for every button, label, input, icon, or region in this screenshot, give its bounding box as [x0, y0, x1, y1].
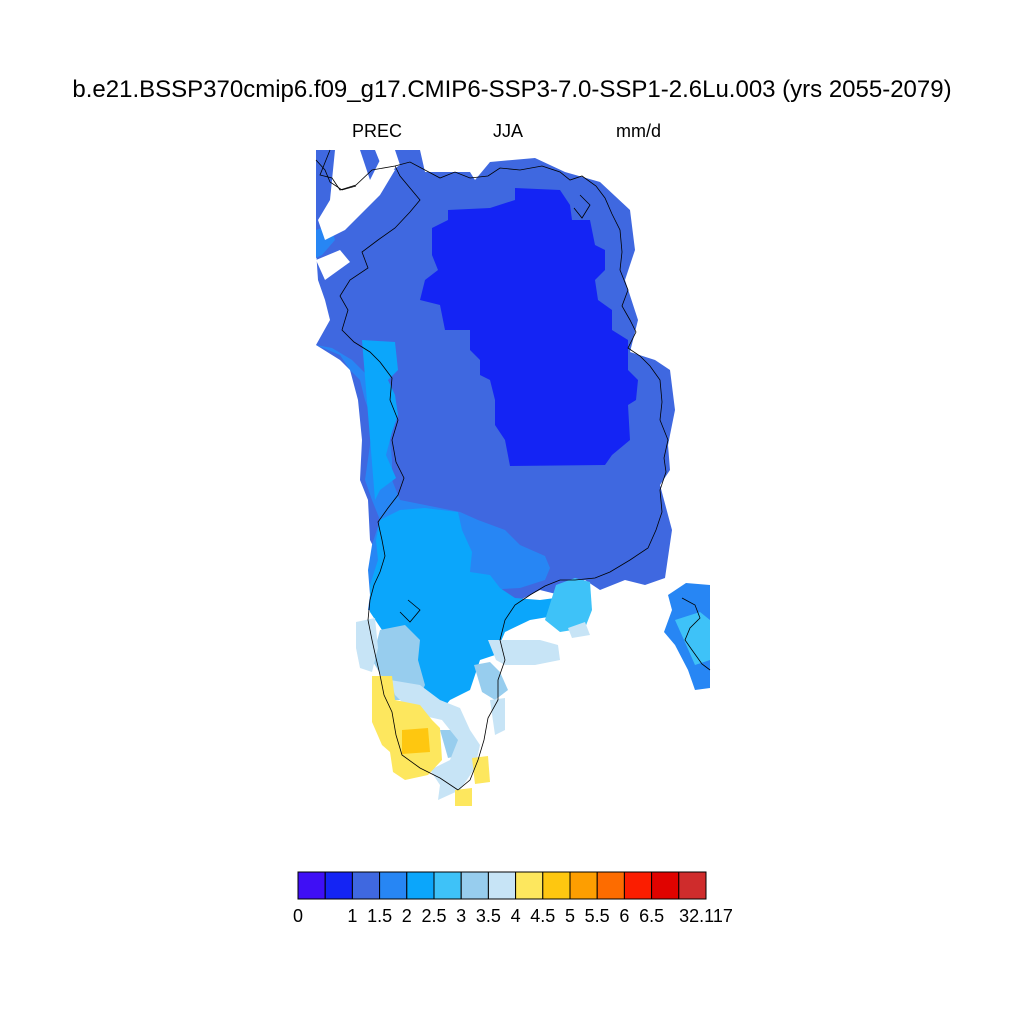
precip-region: [455, 788, 472, 806]
colorbar-tick-label: 4: [510, 906, 521, 926]
precip-field: [316, 150, 710, 806]
coastline: [315, 149, 711, 791]
precip-region: [420, 188, 638, 466]
colorbar-swatch: [460, 871, 489, 900]
colorbar-swatch: [406, 871, 435, 900]
colorbar-swatch: [651, 871, 680, 900]
precip-region: [402, 728, 430, 754]
colorbar-tick-label: 1: [347, 906, 358, 926]
colorbar-tick-label: 2.5: [421, 906, 447, 926]
precip-region: [568, 622, 590, 638]
precip-region: [545, 578, 592, 632]
colorbar-swatch: [297, 871, 326, 900]
colorbar-tick-label: 3.5: [475, 906, 501, 926]
colorbar-tick-label: 2: [401, 906, 412, 926]
colorbar-tick-label: 4.5: [530, 906, 556, 926]
precip-region: [675, 612, 710, 665]
precip-region: [488, 640, 560, 665]
colorbar-swatch: [623, 871, 653, 900]
coastline-segment: [573, 194, 591, 219]
precip-region: [372, 676, 442, 780]
precip-region: [362, 340, 398, 500]
coastline-segment: [399, 599, 421, 623]
colorbar-tick-label: 32.117: [679, 906, 733, 926]
variable-label: PREC: [352, 121, 403, 141]
colorbar-swatch: [487, 871, 517, 900]
colorbar-swatch: [324, 871, 353, 900]
colorbar-tick-label: 5.5: [584, 906, 610, 926]
colorbar-swatch: [351, 871, 381, 900]
ocean-gap: [318, 150, 395, 240]
ocean-gap: [316, 250, 350, 280]
coastline-segment: [681, 597, 711, 671]
colorbar-tick-label: 3: [456, 906, 467, 926]
coastline-segment: [339, 165, 459, 791]
colorbar-swatch: [433, 871, 462, 900]
colorbar-swatch: [678, 871, 707, 900]
colorbar-swatch: [515, 871, 544, 900]
colorbar-swatch: [542, 871, 571, 900]
colorbar-tick-label: 0: [292, 906, 304, 926]
units-label: mm/d: [616, 121, 661, 141]
colorbar-tick-label: 1.5: [367, 906, 393, 926]
plot-title: b.e21.BSSP370cmip6.f09_g17.CMIP6-SSP3-7.…: [72, 76, 952, 103]
coastline-segment: [315, 159, 357, 191]
colorbar-swatch: [596, 871, 625, 900]
coastline-segment: [319, 149, 669, 791]
colorbar-swatch: [569, 871, 598, 900]
colorbar-tick-label: 5: [564, 906, 576, 926]
precip-region: [474, 662, 508, 700]
colorbar-swatch: [379, 871, 408, 900]
colorbar-tick-label: 6.5: [639, 906, 665, 926]
ocean-gap: [375, 150, 400, 175]
precip-region: [356, 618, 378, 672]
season-label: JJA: [493, 121, 524, 141]
colorbar-tick-label: 6: [619, 906, 630, 926]
